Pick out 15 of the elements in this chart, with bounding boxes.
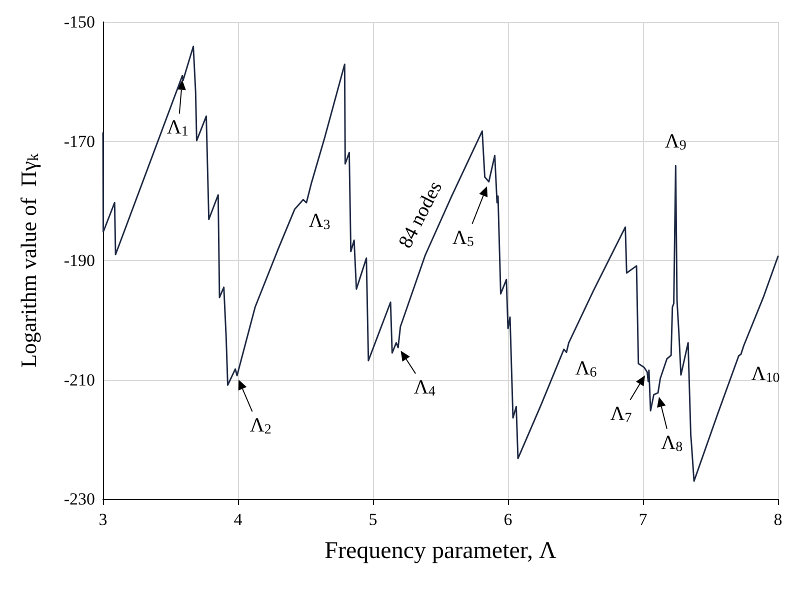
y-tick-label: -150	[64, 12, 95, 32]
annotation: 84 nodes	[394, 178, 447, 252]
y-tick-label: -230	[64, 490, 95, 508]
x-tick-label: 7	[638, 510, 648, 529]
x-tick-label: 6	[504, 510, 512, 529]
y-tick-label: -170	[64, 132, 95, 151]
x-tick-label: 4	[234, 510, 243, 529]
x-tick-label: 5	[368, 510, 378, 529]
x-tick-label: 3	[98, 510, 108, 529]
y-axis-title: Logarithm value of Πγk	[16, 153, 42, 368]
y-tick-label: -210	[64, 370, 95, 390]
line-series	[102, 46, 779, 482]
x-tick-label: 8	[774, 510, 782, 529]
y-tick-label: -190	[64, 251, 95, 270]
x-axis-title: Frequency parameter, Λ	[324, 538, 557, 564]
